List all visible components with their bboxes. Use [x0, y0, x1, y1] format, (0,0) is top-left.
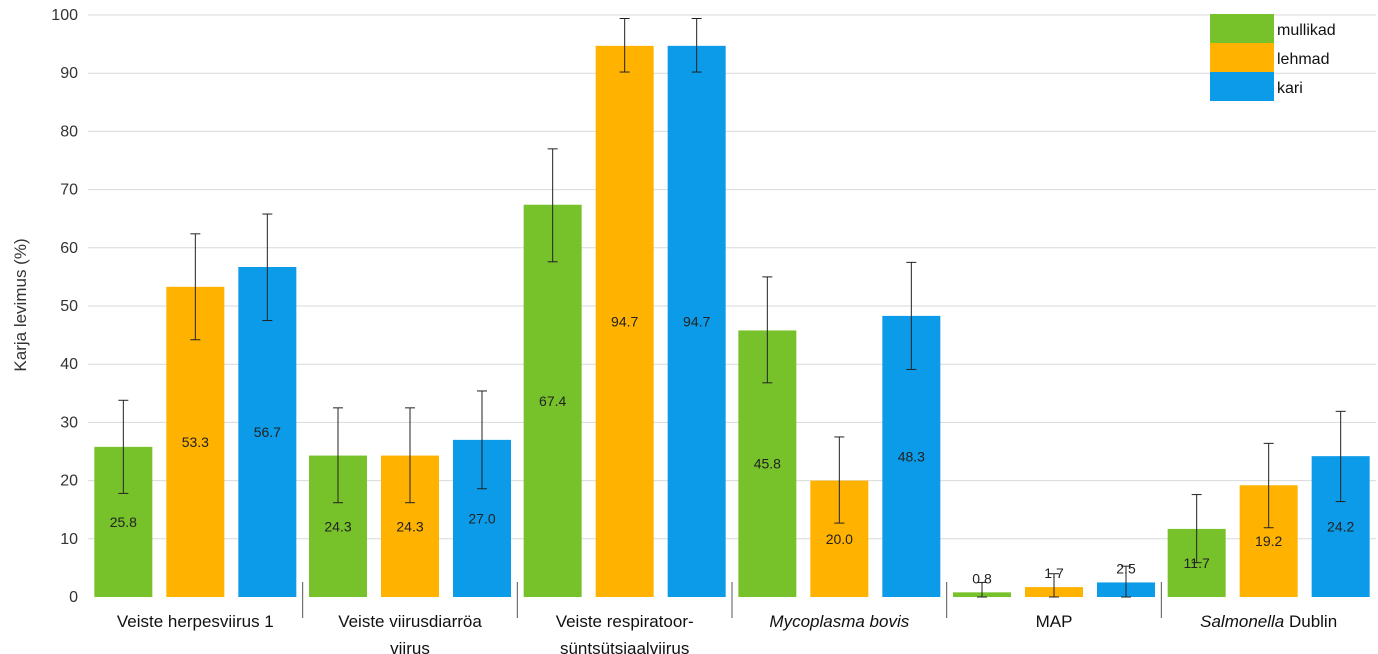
legend-swatch [1210, 43, 1274, 72]
error-bar-lehmad-2 [619, 17, 630, 73]
x-category-label: süntsütsiaalviirus [560, 639, 689, 654]
x-category-label: Veiste herpesviirus 1 [117, 612, 274, 631]
data-label-kari-0: 56.7 [254, 424, 281, 440]
grid-lines [88, 14, 1376, 540]
data-label-kari-4: 2.5 [1116, 560, 1136, 576]
bar-kari-0 [238, 267, 297, 597]
error-bars [118, 17, 1346, 598]
legend-swatch [1210, 72, 1274, 101]
legend-item-kari: kari [1210, 72, 1303, 101]
legend: mullikad lehmad kari [1210, 14, 1336, 101]
error-bar-lehmad-5 [1263, 442, 1274, 529]
data-label-lehmad-1: 24.3 [396, 518, 423, 534]
data-label-mullikad-3: 45.8 [754, 456, 781, 472]
error-bar-lehmad-1 [405, 407, 415, 504]
x-category-label: Veiste respiratoor- [556, 612, 694, 631]
y-tick-label: 80 [60, 123, 78, 140]
y-tick-label: 10 [60, 531, 78, 548]
error-bar-kari-2 [691, 17, 702, 73]
error-bar-mullikad-5 [1191, 494, 1202, 564]
data-label-lehmad-2: 94.7 [611, 313, 638, 329]
bars [94, 45, 1370, 597]
x-category-label: Mycoplasma bovis [769, 612, 909, 631]
axes: 0 10 20 30 40 50 60 70 80 90 100 Veiste herpesviiru… [51, 7, 1337, 654]
y-tick-label: 90 [60, 65, 78, 82]
error-bar-kari-1 [477, 390, 487, 490]
error-bar-mullikad-4 [977, 581, 987, 598]
legend-label: mullikad [1277, 22, 1336, 39]
x-category-label: MAP [1036, 612, 1073, 631]
data-label-kari-5: 24.2 [1327, 519, 1354, 535]
legend-swatch [1210, 14, 1274, 43]
y-axis-label: Karja levimus (%) [11, 238, 30, 371]
data-label-mullikad-4: 0.8 [972, 570, 992, 586]
data-label-kari-1: 27.0 [468, 510, 495, 526]
data-label-lehmad-5: 19.2 [1255, 533, 1282, 549]
x-category-label: Salmonella Dublin [1200, 612, 1337, 631]
data-labels: 25.8 53.3 56.7 24.3 24.3 27.0 67.4 94.7 94.7 45.8… [110, 313, 1355, 586]
legend-label: kari [1277, 80, 1303, 97]
error-bar-lehmad-3 [834, 436, 845, 524]
x-category-label: Veiste viirusdiarröa [338, 612, 482, 631]
error-bar-mullikad-1 [333, 407, 343, 504]
error-bar-mullikad-2 [547, 148, 558, 263]
legend-item-lehmad: lehmad [1210, 43, 1329, 72]
error-bar-kari-3 [906, 261, 917, 370]
data-label-lehmad-4: 1.7 [1044, 565, 1064, 581]
legend-item-mullikad: mullikad [1210, 14, 1336, 43]
error-bar-lehmad-4 [1049, 573, 1059, 598]
legend-label: lehmad [1277, 51, 1329, 68]
y-tick-label: 70 [60, 182, 78, 199]
error-bar-kari-5 [1335, 410, 1346, 503]
error-bar-mullikad-3 [762, 276, 773, 384]
error-bar-kari-4 [1121, 565, 1131, 598]
data-label-mullikad-0: 25.8 [110, 514, 137, 530]
data-label-kari-3: 48.3 [898, 448, 925, 464]
error-bar-kari-0 [262, 213, 273, 322]
y-tick-label: 50 [60, 298, 78, 315]
data-label-mullikad-2: 67.4 [539, 393, 566, 409]
y-tick-label: 40 [60, 356, 78, 373]
y-tick-label: 60 [60, 240, 78, 257]
bar-kari-2 [667, 45, 726, 597]
data-label-lehmad-0: 53.3 [182, 434, 209, 450]
x-category-label: viirus [390, 639, 430, 654]
y-tick-label: 100 [51, 7, 78, 24]
bar-lehmad-2 [595, 45, 654, 597]
bar-mullikad-2 [523, 204, 582, 597]
y-tick-label: 0 [69, 589, 78, 606]
y-tick-label: 30 [60, 414, 78, 431]
data-label-kari-2: 94.7 [683, 313, 710, 329]
data-label-mullikad-1: 24.3 [324, 518, 351, 534]
data-label-lehmad-3: 20.0 [826, 531, 853, 547]
y-tick-label: 20 [60, 473, 78, 490]
error-bar-lehmad-0 [190, 233, 201, 341]
data-label-mullikad-5: 11.7 [1184, 555, 1210, 571]
error-bar-mullikad-0 [118, 399, 129, 494]
